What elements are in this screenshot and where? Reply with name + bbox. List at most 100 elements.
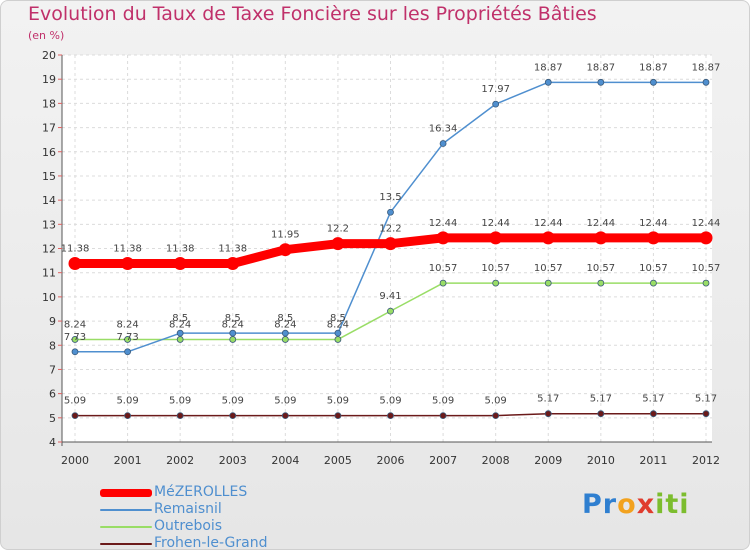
data-label: 12.2: [327, 224, 349, 235]
x-tick-label: 2004: [271, 454, 299, 467]
data-point: [597, 78, 605, 86]
logo-letter: i: [679, 489, 690, 520]
y-tick-label: 7: [49, 363, 56, 376]
data-point: [226, 256, 240, 270]
data-point: [541, 231, 555, 245]
y-tick-label: 13: [42, 218, 56, 231]
x-tick-label: 2001: [114, 454, 142, 467]
y-tick-label: 9: [49, 315, 56, 328]
legend-label-remaisnil: Remaisnil: [154, 501, 222, 517]
y-tick-label: 4: [49, 436, 56, 449]
data-point: [387, 307, 394, 315]
logo-letter: r: [602, 489, 618, 520]
x-tick-label: 2000: [61, 454, 89, 467]
data-point: [387, 412, 394, 420]
data-point: [439, 279, 447, 287]
y-tick-label: 12: [42, 243, 56, 256]
data-point: [436, 231, 450, 245]
legend-swatch-outrebois: [100, 525, 152, 528]
chart-subtitle: (en %): [28, 29, 65, 42]
legend-label-frohen-le-grand: Frohen-le-Grand: [154, 535, 268, 551]
data-label: 8.24: [64, 319, 86, 330]
data-label: 5.17: [642, 394, 664, 405]
data-label: 12.44: [481, 218, 510, 229]
data-label: 5.09: [169, 396, 191, 407]
x-tick-label: 2006: [377, 454, 405, 467]
x-tick-label: 2009: [534, 454, 562, 467]
x-tick-label: 2007: [429, 454, 457, 467]
data-label: 5.09: [222, 396, 244, 407]
data-point: [492, 100, 500, 108]
data-label: 16.34: [429, 124, 458, 135]
data-point: [492, 412, 500, 420]
legend-item-remaisnil[interactable]: Remaisnil: [100, 501, 267, 518]
data-label: 12.44: [587, 218, 616, 229]
data-label: 11.38: [166, 243, 195, 254]
data-label: 10.57: [639, 263, 668, 274]
data-point: [176, 329, 184, 337]
data-label: 5.09: [485, 396, 507, 407]
data-point: [71, 412, 79, 420]
data-point: [281, 336, 289, 343]
data-label: 13.5: [379, 192, 401, 203]
y-tick-label: 10: [42, 291, 56, 304]
data-point: [702, 78, 710, 86]
data-label: 11.95: [271, 230, 300, 241]
data-point: [229, 412, 237, 420]
data-label: 8.5: [330, 313, 346, 324]
data-point: [281, 412, 289, 420]
data-point: [124, 336, 131, 343]
data-point: [331, 237, 345, 251]
data-label: 8.24: [222, 319, 244, 330]
logo-letter: t: [665, 489, 680, 520]
data-point: [646, 231, 660, 245]
data-label: 7.73: [116, 332, 138, 343]
x-tick-label: 2005: [324, 454, 352, 467]
data-label: 5.09: [64, 396, 86, 407]
data-label: 12.2: [379, 224, 401, 235]
data-label: 18.87: [587, 62, 616, 73]
data-label: 7.73: [64, 332, 86, 343]
data-point: [229, 336, 237, 343]
legend-swatch-remaisnil: [100, 508, 152, 511]
data-label: 18.87: [534, 62, 563, 73]
data-point: [702, 410, 710, 418]
data-label: 5.09: [327, 396, 349, 407]
data-label: 5.09: [432, 396, 454, 407]
legend-label-mezerolles: MéZEROLLES: [154, 484, 248, 500]
data-point: [597, 279, 605, 287]
data-point: [68, 256, 82, 270]
legend-swatch-mezerolles: [100, 488, 152, 497]
data-point: [544, 78, 552, 86]
y-tick-label: 11: [42, 267, 56, 280]
legend-item-frohen-le-grand[interactable]: Frohen-le-Grand: [100, 535, 267, 552]
data-label: 18.87: [639, 62, 668, 73]
legend-label-outrebois: Outrebois: [154, 518, 223, 534]
x-tick-label: 2002: [166, 454, 194, 467]
data-point: [439, 140, 447, 147]
x-tick-label: 2003: [219, 454, 247, 467]
data-label: 8.24: [274, 319, 296, 330]
y-tick-label: 8: [49, 339, 56, 352]
data-label: 8.5: [277, 313, 293, 324]
data-point: [334, 329, 342, 337]
data-point: [281, 329, 289, 337]
x-tick-label: 2012: [692, 454, 720, 467]
y-tick-label: 17: [42, 122, 56, 135]
data-point: [702, 279, 710, 287]
data-point: [229, 329, 237, 337]
chart-title: Evolution du Taux de Taxe Foncière sur l…: [28, 3, 597, 25]
data-point: [384, 237, 397, 251]
y-tick-label: 14: [42, 194, 56, 207]
data-label: 12.44: [639, 218, 668, 229]
legend-item-mezerolles[interactable]: MéZEROLLES: [100, 484, 267, 501]
legend-item-outrebois[interactable]: Outrebois: [100, 518, 267, 535]
data-point: [334, 412, 342, 420]
data-label: 5.09: [116, 396, 138, 407]
data-label: 8.24: [116, 319, 138, 330]
y-tick-label: 5: [49, 412, 56, 425]
legend-swatch-frohen-le-grand: [100, 542, 152, 545]
data-label: 5.09: [379, 396, 401, 407]
data-point: [650, 410, 657, 418]
